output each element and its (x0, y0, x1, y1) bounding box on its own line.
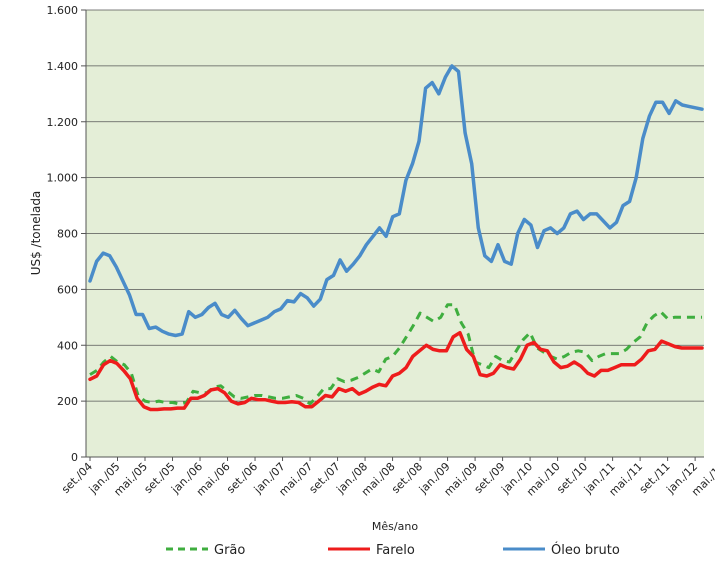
series-line-1 (88, 330, 704, 412)
y-tick-label: 600 (57, 283, 78, 296)
y-tick-label: 1.400 (47, 60, 79, 73)
y-tick-label: 1.200 (47, 116, 79, 129)
series-line-0 (89, 303, 702, 406)
x-tick-labels: set./04jan./05mai./05set./05jan./06mai./… (59, 457, 715, 499)
legend-label-grao: Grão (214, 543, 245, 558)
legend-label-oleo-bruto: Óleo bruto (551, 542, 620, 558)
series-layer (88, 64, 704, 412)
legend-label-farelo: Farelo (376, 543, 415, 558)
legend: Grão Farelo Óleo bruto (166, 542, 620, 558)
y-axis-label: US$ /tonelada (29, 191, 43, 276)
gridlines (81, 9, 704, 458)
y-tick-label: 200 (57, 395, 78, 408)
y-tick-label: 800 (57, 228, 78, 241)
y-tick-labels: 0 200 400 600 800 1.000 1.200 1.400 1.600 (47, 4, 79, 464)
y-tick-label: 400 (57, 339, 78, 352)
y-tick-label: 1.000 (47, 172, 79, 185)
y-tick-label: 0 (71, 451, 78, 464)
series-line-2 (88, 64, 704, 338)
x-axis-label: Mês/ano (372, 520, 418, 533)
y-tick-label: 1.600 (47, 4, 79, 17)
